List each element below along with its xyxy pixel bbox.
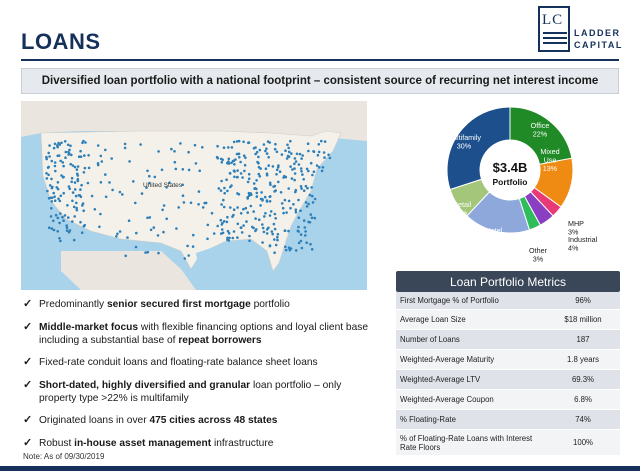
donut-label-office: Office 22% <box>531 121 550 139</box>
metrics-title: Loan Portfolio Metrics <box>396 271 620 292</box>
metric-label: % of Floating-Rate Loans with Interest R… <box>400 433 533 452</box>
donut-label-mixed-use: Mixed Use 13% <box>540 147 559 173</box>
metrics-row: % Floating-Rate 74% <box>396 410 620 430</box>
map-graphic: United States <box>21 101 367 290</box>
metrics-row: Weighted-Average LTV 69.3% <box>396 370 620 390</box>
highlight-text: Robust in-house asset management infrast… <box>39 437 273 450</box>
ladder-capital-logo: LC LADDER CAPITAL <box>538 6 624 52</box>
highlight-segment: portfolio <box>250 299 290 310</box>
portfolio-donut-chart: Office 22% Mixed Use 13% MHP 3% Industrial 4% Oth… <box>432 98 632 273</box>
metric-label: First Mortgage % of Portfolio <box>400 296 499 305</box>
checkmark-icon: ✓ <box>23 298 33 310</box>
metric-value: 100% <box>573 438 593 447</box>
map-country-label: United States <box>143 182 183 189</box>
metrics-rows: First Mortgage % of Portfolio 96% Average … <box>396 292 620 456</box>
highlight-segment: infrastructure <box>211 437 274 449</box>
mexico-land <box>61 251 196 290</box>
metric-label: Number of Loans <box>400 335 460 344</box>
donut-label-mhp: MHP 3% <box>568 219 584 237</box>
metric-value: 69.3% <box>571 375 595 384</box>
highlight-segment: Predominantly <box>39 299 107 310</box>
logo-ladder-lines <box>543 32 567 47</box>
highlight-item: ✓ Originated loans in over 475 cities acr… <box>23 414 373 427</box>
metric-value: 1.8 years <box>566 355 600 364</box>
highlight-text: Originated loans in over 475 cities acro… <box>39 414 277 427</box>
highlight-text: Predominantly senior secured first mortg… <box>39 298 290 311</box>
metric-value: 96% <box>575 296 591 305</box>
metrics-row: Weighted-Average Coupon 6.8% <box>396 390 620 410</box>
donut-label-multifamily: Multifamily 30% <box>447 133 481 151</box>
checkmark-icon: ✓ <box>23 436 33 449</box>
checkmark-icon: ✓ <box>23 356 33 368</box>
logo-word-capital: CAPITAL <box>574 40 623 50</box>
checkmark-icon: ✓ <box>23 320 33 333</box>
loan-location-dots <box>45 139 332 260</box>
metric-label: Weighted-Average Maturity <box>400 355 495 364</box>
highlight-segment: Robust <box>39 437 75 449</box>
highlight-item: ✓ Predominantly senior secured first mort… <box>23 298 373 311</box>
metrics-row: Weighted-Average Maturity 1.8 years <box>396 350 620 370</box>
metric-label: % Floating-Rate <box>400 415 456 424</box>
checkmark-icon: ✓ <box>23 378 33 391</box>
donut-label-hotel: Hotel 17% <box>486 226 503 244</box>
highlight-item: ✓ Fixed-rate conduit loans and floating-r… <box>23 356 373 369</box>
metrics-row: First Mortgage % of Portfolio 96% <box>396 292 620 310</box>
logo-mark: LC <box>542 12 564 28</box>
highlight-emphasis: Middle-market focus <box>39 321 139 333</box>
footer-bar <box>0 466 640 471</box>
gulf-water <box>196 241 267 279</box>
donut-svg: Office 22% Mixed Use 13% MHP 3%Industrial 4% Oth… <box>446 106 598 264</box>
metric-label: Weighted-Average LTV <box>400 375 481 384</box>
highlight-text: Short-dated, highly diversified and gran… <box>39 379 373 405</box>
highlight-emphasis: in-house asset management <box>74 437 212 449</box>
logo-word-ladder: LADDER <box>574 28 621 38</box>
highlight-emphasis: senior secured first mortgage <box>106 299 251 310</box>
highlight-text: Fixed-rate conduit loans and floating-ra… <box>39 356 318 369</box>
us-loan-map: United States <box>21 101 367 290</box>
highlight-item: ✓ Middle-market focus with flexible finan… <box>23 321 373 347</box>
headline-banner: Diversified loan portfolio with a nation… <box>21 68 619 94</box>
highlight-segment: loan portfolio – only property type >22%… <box>39 379 342 404</box>
highlight-segment: Originated loans in over <box>39 415 150 426</box>
metric-value: 6.8% <box>574 395 592 404</box>
donut-center-value: $3.4B <box>493 160 528 175</box>
donut-center-label: Portfolio <box>493 177 528 187</box>
checkmark-icon: ✓ <box>23 414 33 426</box>
metrics-row: Average Loan Size $18 million <box>396 310 620 330</box>
as-of-note: Note: As of 09/30/2019 <box>23 452 105 461</box>
highlights-list: ✓ Predominantly senior secured first mort… <box>23 298 373 459</box>
highlight-emphasis: Short-dated, highly diversified and gran… <box>39 379 251 391</box>
metric-value: 187 <box>576 335 590 344</box>
loan-portfolio-metrics-table: Loan Portfolio Metrics First Mortgage % … <box>396 271 620 456</box>
highlight-text: Middle-market focus with flexible financ… <box>39 321 373 347</box>
donut-slice-multifamily <box>446 106 511 191</box>
metric-label: Average Loan Size <box>400 315 466 324</box>
donut-label-industrial: Industrial 4% <box>568 235 598 253</box>
highlight-item: ✓ Short-dated, highly diversified and gra… <box>23 379 373 405</box>
metric-label: Weighted-Average Coupon <box>400 395 494 404</box>
highlight-item: ✓ Robust in-house asset management infras… <box>23 437 373 450</box>
metric-value: $18 million <box>564 315 602 324</box>
highlight-emphasis: repeat borrowers <box>178 334 262 346</box>
title-divider <box>21 59 619 61</box>
donut-label-retail: Retail 8% <box>453 200 472 218</box>
logo-box: LC <box>538 6 570 52</box>
highlight-segment: with flexible financing options and loya… <box>39 321 369 346</box>
donut-label-other: Other 3% <box>529 246 548 264</box>
metrics-row: % of Floating-Rate Loans with Interest R… <box>396 430 620 456</box>
canada-land <box>21 101 367 141</box>
metrics-row: Number of Loans 187 <box>396 330 620 350</box>
highlight-emphasis: 475 cities across 48 states <box>149 415 278 426</box>
metric-value: 74% <box>575 415 591 424</box>
page-title: LOANS <box>21 29 101 54</box>
highlight-segment: Fixed-rate conduit loans and floating-ra… <box>39 357 318 368</box>
